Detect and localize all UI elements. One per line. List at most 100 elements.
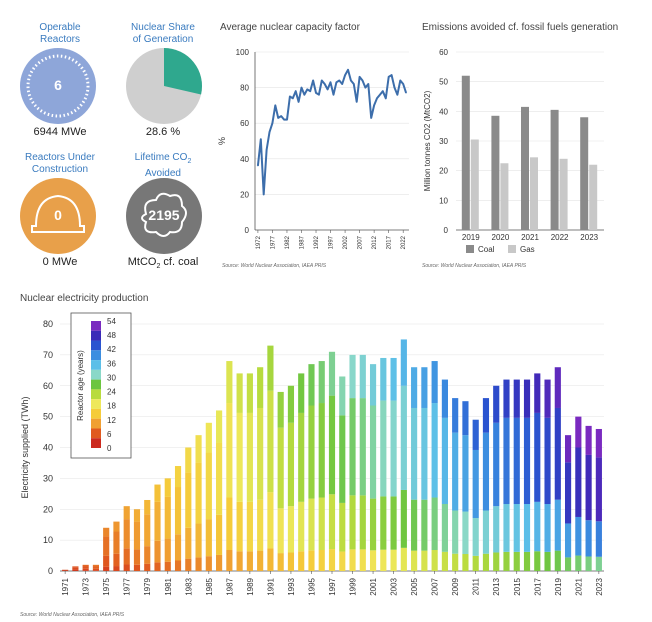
kpi-title-line: Nuclear Share xyxy=(131,22,195,33)
stacked-bar-segment xyxy=(380,496,387,550)
stacked-bar-segment xyxy=(493,552,500,571)
x-tick-label: 2003 xyxy=(390,577,399,595)
stacked-bar-segment xyxy=(554,550,561,571)
emissions-source: Source: World Nuclear Association, IAEA … xyxy=(422,263,527,269)
legend-swatch-coal xyxy=(466,245,474,253)
legend-tick-label: 0 xyxy=(107,444,112,453)
x-tick-label: 2020 xyxy=(492,233,510,242)
stacked-bar-segment xyxy=(472,419,479,450)
stacked-bar-segment xyxy=(359,549,366,571)
data-point xyxy=(277,117,279,119)
stacked-bar-segment xyxy=(308,498,315,551)
stacked-bar-segment xyxy=(164,538,171,562)
stacked-bar-segment xyxy=(113,553,120,567)
data-point xyxy=(364,87,366,89)
x-tick-label: 1987 xyxy=(299,235,305,249)
stacked-bar-segment xyxy=(339,502,346,552)
capacity-factor-source: Source: World Nuclear Association, IAEA … xyxy=(222,263,327,269)
stacked-bar-segment xyxy=(246,373,253,413)
stacked-bar-segment xyxy=(462,511,469,555)
x-tick-label: 1977 xyxy=(123,577,132,595)
legend-label-coal: Coal xyxy=(478,245,495,254)
bar-gas xyxy=(530,157,538,230)
stacked-bar-segment xyxy=(503,379,510,418)
stacked-bar-segment xyxy=(72,569,79,571)
stacked-bar-segment xyxy=(92,568,100,571)
bar-coal xyxy=(550,109,559,230)
hard-hat-icon xyxy=(31,194,85,233)
data-point xyxy=(283,119,285,121)
stacked-bar-segment xyxy=(226,550,233,571)
data-point xyxy=(405,92,407,94)
legend-color-step xyxy=(91,399,101,409)
stacked-bar-segment xyxy=(236,501,243,552)
data-point xyxy=(266,149,268,151)
stacked-bar-segment xyxy=(195,435,202,463)
stacked-bar-segment xyxy=(564,462,572,524)
badge-outer-circle xyxy=(20,48,96,124)
operable-reactors-badge xyxy=(20,48,96,124)
stacked-bar-segment xyxy=(257,407,264,500)
subscript-2: 2 xyxy=(156,263,161,271)
stacked-bar-segment xyxy=(400,489,407,548)
subscript-2: 2 xyxy=(187,158,192,165)
data-point xyxy=(344,74,346,76)
stacked-bar-segment xyxy=(164,496,171,539)
stacked-bar-segment xyxy=(359,495,366,550)
stacked-bar-segment xyxy=(205,519,212,557)
stacked-bar-segment xyxy=(267,492,274,549)
x-tick-label: 2007 xyxy=(431,577,440,595)
stacked-bar-segment xyxy=(123,548,130,565)
stacked-bar-segment xyxy=(318,497,325,551)
operable-count: 6 xyxy=(54,77,62,93)
stacked-bar-segment xyxy=(534,551,541,571)
stacked-bar-segment xyxy=(216,554,223,571)
stacked-bar-segment xyxy=(287,422,295,507)
stacked-bar-segment xyxy=(257,367,264,408)
data-point xyxy=(399,79,401,81)
stacked-bar-segment xyxy=(493,422,500,507)
data-point xyxy=(269,131,271,133)
lifetime-co2-count: 2195 xyxy=(148,207,180,223)
x-tick-label: 1981 xyxy=(164,577,173,595)
stacked-bar-segment xyxy=(287,506,295,553)
kpi-title-line: of Generation xyxy=(132,34,194,45)
legend-color-step xyxy=(91,321,101,331)
data-point xyxy=(318,94,320,96)
data-point xyxy=(393,87,395,89)
data-point xyxy=(303,94,305,96)
stacked-bar-segment xyxy=(174,534,182,561)
stacked-bar-segment xyxy=(421,550,428,571)
stacked-bar-segment xyxy=(482,510,490,554)
stacked-bar-segment xyxy=(103,566,110,571)
x-tick-label: 2009 xyxy=(451,577,460,595)
x-tick-label: 2012 xyxy=(372,235,378,249)
stacked-bar-segment xyxy=(226,361,233,404)
stacked-bar-segment xyxy=(298,412,305,502)
data-point xyxy=(315,92,317,94)
stacked-bar-segment xyxy=(72,567,79,570)
stacked-bar-segment xyxy=(421,407,428,500)
data-point xyxy=(280,115,282,117)
x-tick-label: 2017 xyxy=(533,577,542,595)
stacked-bar-segment xyxy=(585,425,592,455)
x-tick-label: 2002 xyxy=(343,235,349,249)
emissions-title: Emissions avoided cf. fossil fuels gener… xyxy=(422,22,619,33)
stacked-bar-segment xyxy=(339,415,346,503)
stacked-bar-segment xyxy=(226,497,233,551)
stacked-bar-segment xyxy=(462,435,469,512)
stacked-bar-segment xyxy=(564,557,572,571)
legend-tick-label: 6 xyxy=(107,430,112,439)
stacked-bar-segment xyxy=(595,521,602,557)
kpi-lifetime-title: Lifetime CO2 Avoided xyxy=(103,152,223,180)
data-point xyxy=(321,79,323,81)
stacked-bar-segment xyxy=(544,551,551,571)
stacked-bar-segment xyxy=(493,385,500,423)
legend-tick-label: 36 xyxy=(107,359,116,368)
stacked-bar-segment xyxy=(523,379,531,418)
stacked-bar-segment xyxy=(411,407,418,500)
x-tick-label: 1989 xyxy=(246,577,255,595)
legend-tick-label: 18 xyxy=(107,402,116,411)
data-point xyxy=(260,138,262,140)
stacked-bar-segment xyxy=(298,551,305,571)
